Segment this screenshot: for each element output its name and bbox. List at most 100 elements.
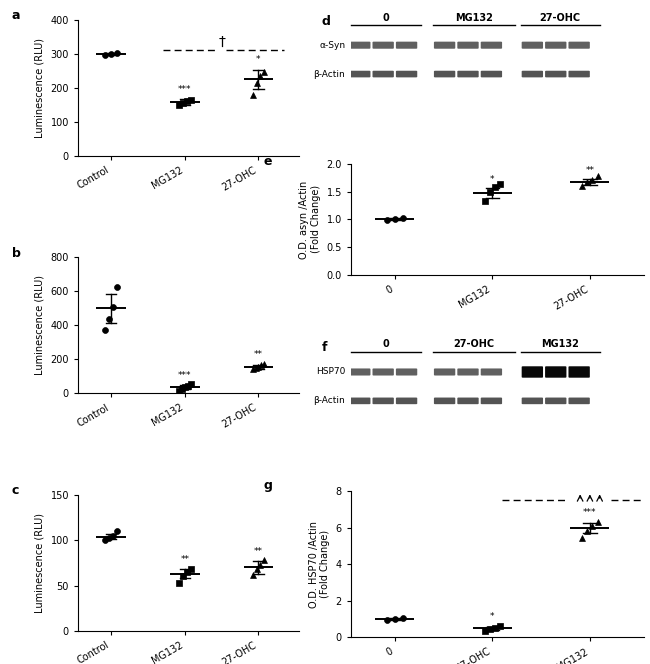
Point [112, 48, 122, 58]
Point [490, 623, 501, 633]
FancyBboxPatch shape [545, 71, 566, 78]
Point [254, 362, 264, 373]
Point [181, 566, 192, 577]
FancyBboxPatch shape [372, 71, 394, 78]
FancyBboxPatch shape [396, 71, 417, 78]
Point [177, 98, 188, 108]
Point [390, 614, 400, 624]
FancyBboxPatch shape [481, 42, 502, 48]
Y-axis label: Luminescence (RLU): Luminescence (RLU) [35, 38, 45, 138]
Point [108, 301, 118, 312]
FancyBboxPatch shape [569, 71, 590, 78]
Point [185, 378, 196, 389]
Point [252, 78, 262, 88]
Point [248, 569, 258, 580]
FancyBboxPatch shape [434, 398, 455, 404]
FancyBboxPatch shape [522, 42, 543, 48]
Point [248, 364, 258, 374]
Text: †: † [218, 35, 225, 49]
Text: 0: 0 [383, 339, 389, 349]
FancyBboxPatch shape [522, 398, 543, 404]
Point [100, 324, 110, 335]
Point [382, 615, 393, 625]
Point [593, 171, 603, 182]
FancyBboxPatch shape [434, 369, 455, 376]
FancyBboxPatch shape [396, 369, 417, 376]
FancyBboxPatch shape [569, 398, 590, 404]
Point [588, 175, 598, 185]
Point [259, 66, 270, 77]
FancyBboxPatch shape [458, 71, 478, 78]
Point [104, 314, 114, 325]
FancyBboxPatch shape [545, 42, 566, 48]
Y-axis label: O.D. asyn /Actin
(Fold Change): O.D. asyn /Actin (Fold Change) [300, 181, 321, 258]
Point [495, 621, 506, 631]
FancyBboxPatch shape [372, 398, 394, 404]
Point [108, 531, 118, 541]
Text: 27-OHC: 27-OHC [453, 339, 495, 349]
Point [582, 177, 593, 188]
Point [390, 214, 400, 224]
Point [256, 360, 266, 371]
Text: **: ** [254, 350, 263, 359]
Point [185, 94, 196, 105]
Text: g: g [263, 479, 272, 493]
Point [181, 96, 192, 107]
FancyBboxPatch shape [434, 42, 455, 48]
Point [582, 526, 593, 537]
Text: c: c [12, 484, 19, 497]
Point [179, 382, 190, 392]
FancyBboxPatch shape [481, 369, 502, 376]
Text: 27-OHC: 27-OHC [540, 13, 580, 23]
Point [248, 89, 258, 100]
Text: *: * [490, 612, 495, 621]
Point [250, 363, 261, 373]
FancyBboxPatch shape [396, 398, 417, 404]
Point [259, 359, 270, 370]
Text: e: e [263, 155, 272, 169]
Point [577, 181, 588, 192]
FancyBboxPatch shape [349, 42, 370, 48]
Point [106, 48, 116, 59]
Text: α-Syn: α-Syn [319, 41, 345, 50]
FancyBboxPatch shape [349, 369, 370, 376]
Point [104, 533, 114, 543]
FancyBboxPatch shape [396, 42, 417, 48]
Point [174, 578, 184, 588]
Text: HSP70: HSP70 [316, 367, 345, 376]
Point [479, 196, 490, 207]
Point [100, 49, 110, 60]
Y-axis label: Luminescence (RLU): Luminescence (RLU) [35, 513, 45, 613]
Text: MG132: MG132 [541, 339, 579, 349]
Text: ***: *** [178, 84, 192, 94]
FancyBboxPatch shape [545, 398, 566, 404]
Text: d: d [322, 15, 331, 27]
Text: f: f [322, 341, 327, 355]
Point [593, 517, 603, 527]
FancyBboxPatch shape [481, 398, 502, 404]
Text: a: a [12, 9, 20, 22]
Text: β-Actin: β-Actin [313, 396, 345, 405]
FancyBboxPatch shape [522, 71, 543, 78]
FancyBboxPatch shape [569, 42, 590, 48]
Point [490, 182, 501, 193]
Point [177, 571, 188, 582]
Point [100, 535, 110, 546]
Point [185, 564, 196, 574]
Point [398, 213, 408, 224]
Point [398, 613, 408, 623]
Point [183, 380, 193, 391]
Point [259, 555, 270, 566]
Point [112, 282, 122, 292]
Text: **: ** [180, 555, 189, 564]
FancyBboxPatch shape [545, 367, 566, 378]
Text: β-Actin: β-Actin [313, 70, 345, 78]
Point [479, 625, 490, 636]
Point [255, 560, 266, 570]
Text: b: b [12, 246, 21, 260]
Point [252, 564, 262, 574]
Text: ***: *** [178, 371, 192, 380]
FancyBboxPatch shape [458, 398, 478, 404]
Text: *: * [256, 55, 261, 64]
Point [577, 533, 588, 543]
